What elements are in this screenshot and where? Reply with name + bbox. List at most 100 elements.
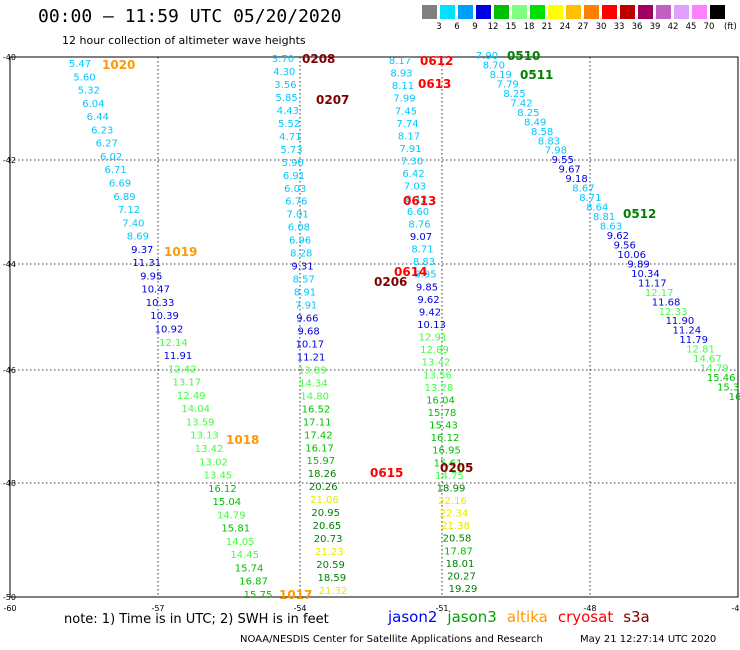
swh-value: 5.90	[282, 158, 304, 169]
colorbar-swatch	[530, 5, 546, 19]
colorbar-swatch	[548, 5, 564, 19]
swh-value: 16.87	[239, 577, 268, 588]
latitude-label: -42	[3, 156, 16, 165]
swh-value: 7.12	[118, 205, 140, 216]
longitude-label: -60	[3, 604, 16, 613]
colorbar-swatch	[512, 5, 528, 19]
swh-value: 8.69	[127, 232, 149, 243]
longitude-label: -45	[731, 604, 740, 613]
swh-value: 7.79	[497, 79, 519, 90]
swh-value: 20.27	[447, 571, 476, 582]
swh-value: 12.17	[645, 288, 674, 299]
swh-value: 21.23	[315, 547, 344, 558]
swh-value: 15.46	[707, 373, 736, 384]
swh-value: 16.52	[302, 404, 331, 415]
swh-value: 21.32	[319, 586, 348, 597]
pass-label: 1019	[164, 245, 197, 259]
swh-value: 14.45	[230, 550, 259, 561]
swh-value: 13.02	[199, 457, 228, 468]
swh-value: 8.11	[392, 81, 414, 92]
swh-value: 6.03	[284, 184, 306, 195]
colorbar-swatch	[710, 5, 726, 19]
swh-value: 12.81	[686, 345, 715, 356]
swh-value: 15.75	[244, 590, 273, 601]
swh-value: 14.34	[299, 378, 328, 389]
swh-value: 3.70	[272, 54, 294, 65]
pass-label: 1017	[279, 588, 312, 602]
legend-altika: altika	[506, 608, 548, 626]
colorbar-label: 15	[505, 22, 517, 32]
swh-value: 9.62	[417, 295, 439, 306]
pass-label: 0614	[394, 265, 427, 279]
swh-value: 12.91	[419, 333, 448, 344]
pass-label: 0615	[370, 466, 403, 480]
swh-value: 11.91	[164, 351, 193, 362]
pass-label: 0613	[418, 77, 451, 91]
swh-value: 6.02	[100, 152, 122, 163]
colorbar-label: 9	[472, 22, 478, 32]
swh-value: 15.74	[235, 563, 264, 574]
swh-value: 8.83	[538, 136, 560, 147]
swh-value: 11.90	[666, 316, 695, 327]
swh-value: 6.27	[96, 139, 118, 150]
swh-value: 16.17	[305, 443, 334, 454]
swh-value: 10.92	[155, 325, 184, 336]
swh-value: 16.04	[426, 395, 455, 406]
swh-value: 7.30	[401, 157, 423, 168]
swh-value: 13.42	[195, 444, 224, 455]
swh-value: 8.95	[414, 270, 436, 281]
pass-label: 0612	[420, 54, 453, 68]
swh-value: 11.17	[638, 278, 667, 289]
swh-value: 5.60	[73, 72, 95, 83]
legend-cryosat: cryosat	[557, 608, 614, 626]
swh-value: 8.71	[579, 193, 601, 204]
swh-value: 21.06	[310, 495, 339, 506]
swh-value: 7.42	[510, 98, 532, 109]
swh-value: 16	[729, 392, 740, 403]
swh-value: 9.18	[565, 174, 587, 185]
swh-value: 9.31	[291, 262, 313, 273]
swh-value: 13.89	[298, 365, 327, 376]
latitude-label: -44	[3, 260, 16, 269]
pass-label: 0511	[520, 68, 553, 82]
swh-value: 8.71	[411, 245, 433, 256]
legend-jason2: jason2	[388, 608, 438, 626]
colorbar-label: 27	[577, 22, 589, 32]
swh-value: 14.05	[226, 537, 255, 548]
pass-label: 0206	[374, 275, 407, 289]
swh-value: 7.91	[295, 301, 317, 312]
swh-value: 14.75	[435, 471, 464, 482]
swh-value: 12.42	[168, 364, 197, 375]
swh-value: 15.97	[306, 456, 335, 467]
swh-value: 10.17	[296, 339, 325, 350]
swh-value: 19.29	[449, 584, 478, 595]
swh-value: 10.47	[141, 285, 170, 296]
swh-value: 17.42	[304, 430, 333, 441]
swh-value: 8.91	[294, 288, 316, 299]
swh-value: 8.17	[398, 131, 420, 142]
swh-value: 16.12	[208, 484, 237, 495]
swh-value: 18.59	[317, 573, 346, 584]
swh-value: 8.17	[389, 56, 411, 67]
credit-text: NOAA/NESDIS Center for Satellite Applica…	[240, 634, 543, 645]
longitude-label: -51	[435, 604, 448, 613]
swh-value: 9.37	[131, 245, 153, 256]
swh-value: 11.21	[297, 352, 326, 363]
colorbar-label: 3	[436, 22, 442, 32]
swh-value: 7.91	[399, 144, 421, 155]
swh-value: 9.68	[297, 326, 319, 337]
colorbar-swatch	[566, 5, 582, 19]
swh-value: 8.70	[483, 60, 505, 71]
swh-value: 5.47	[69, 59, 91, 70]
swh-value: 8.25	[503, 89, 525, 100]
colorbar-swatch	[494, 5, 510, 19]
swh-value: 9.56	[614, 240, 636, 251]
latitude-label: -48	[3, 479, 16, 488]
swh-value: 9.07	[410, 232, 432, 243]
swh-value: 18.99	[437, 483, 466, 494]
swh-value: 9.67	[559, 165, 581, 176]
colorbar-label: 45	[685, 22, 697, 32]
satellite-legend: jason2 jason3 altika cryosat s3a	[388, 608, 660, 626]
swh-value: 13.28	[425, 383, 454, 394]
swh-value: 18.26	[308, 469, 337, 480]
